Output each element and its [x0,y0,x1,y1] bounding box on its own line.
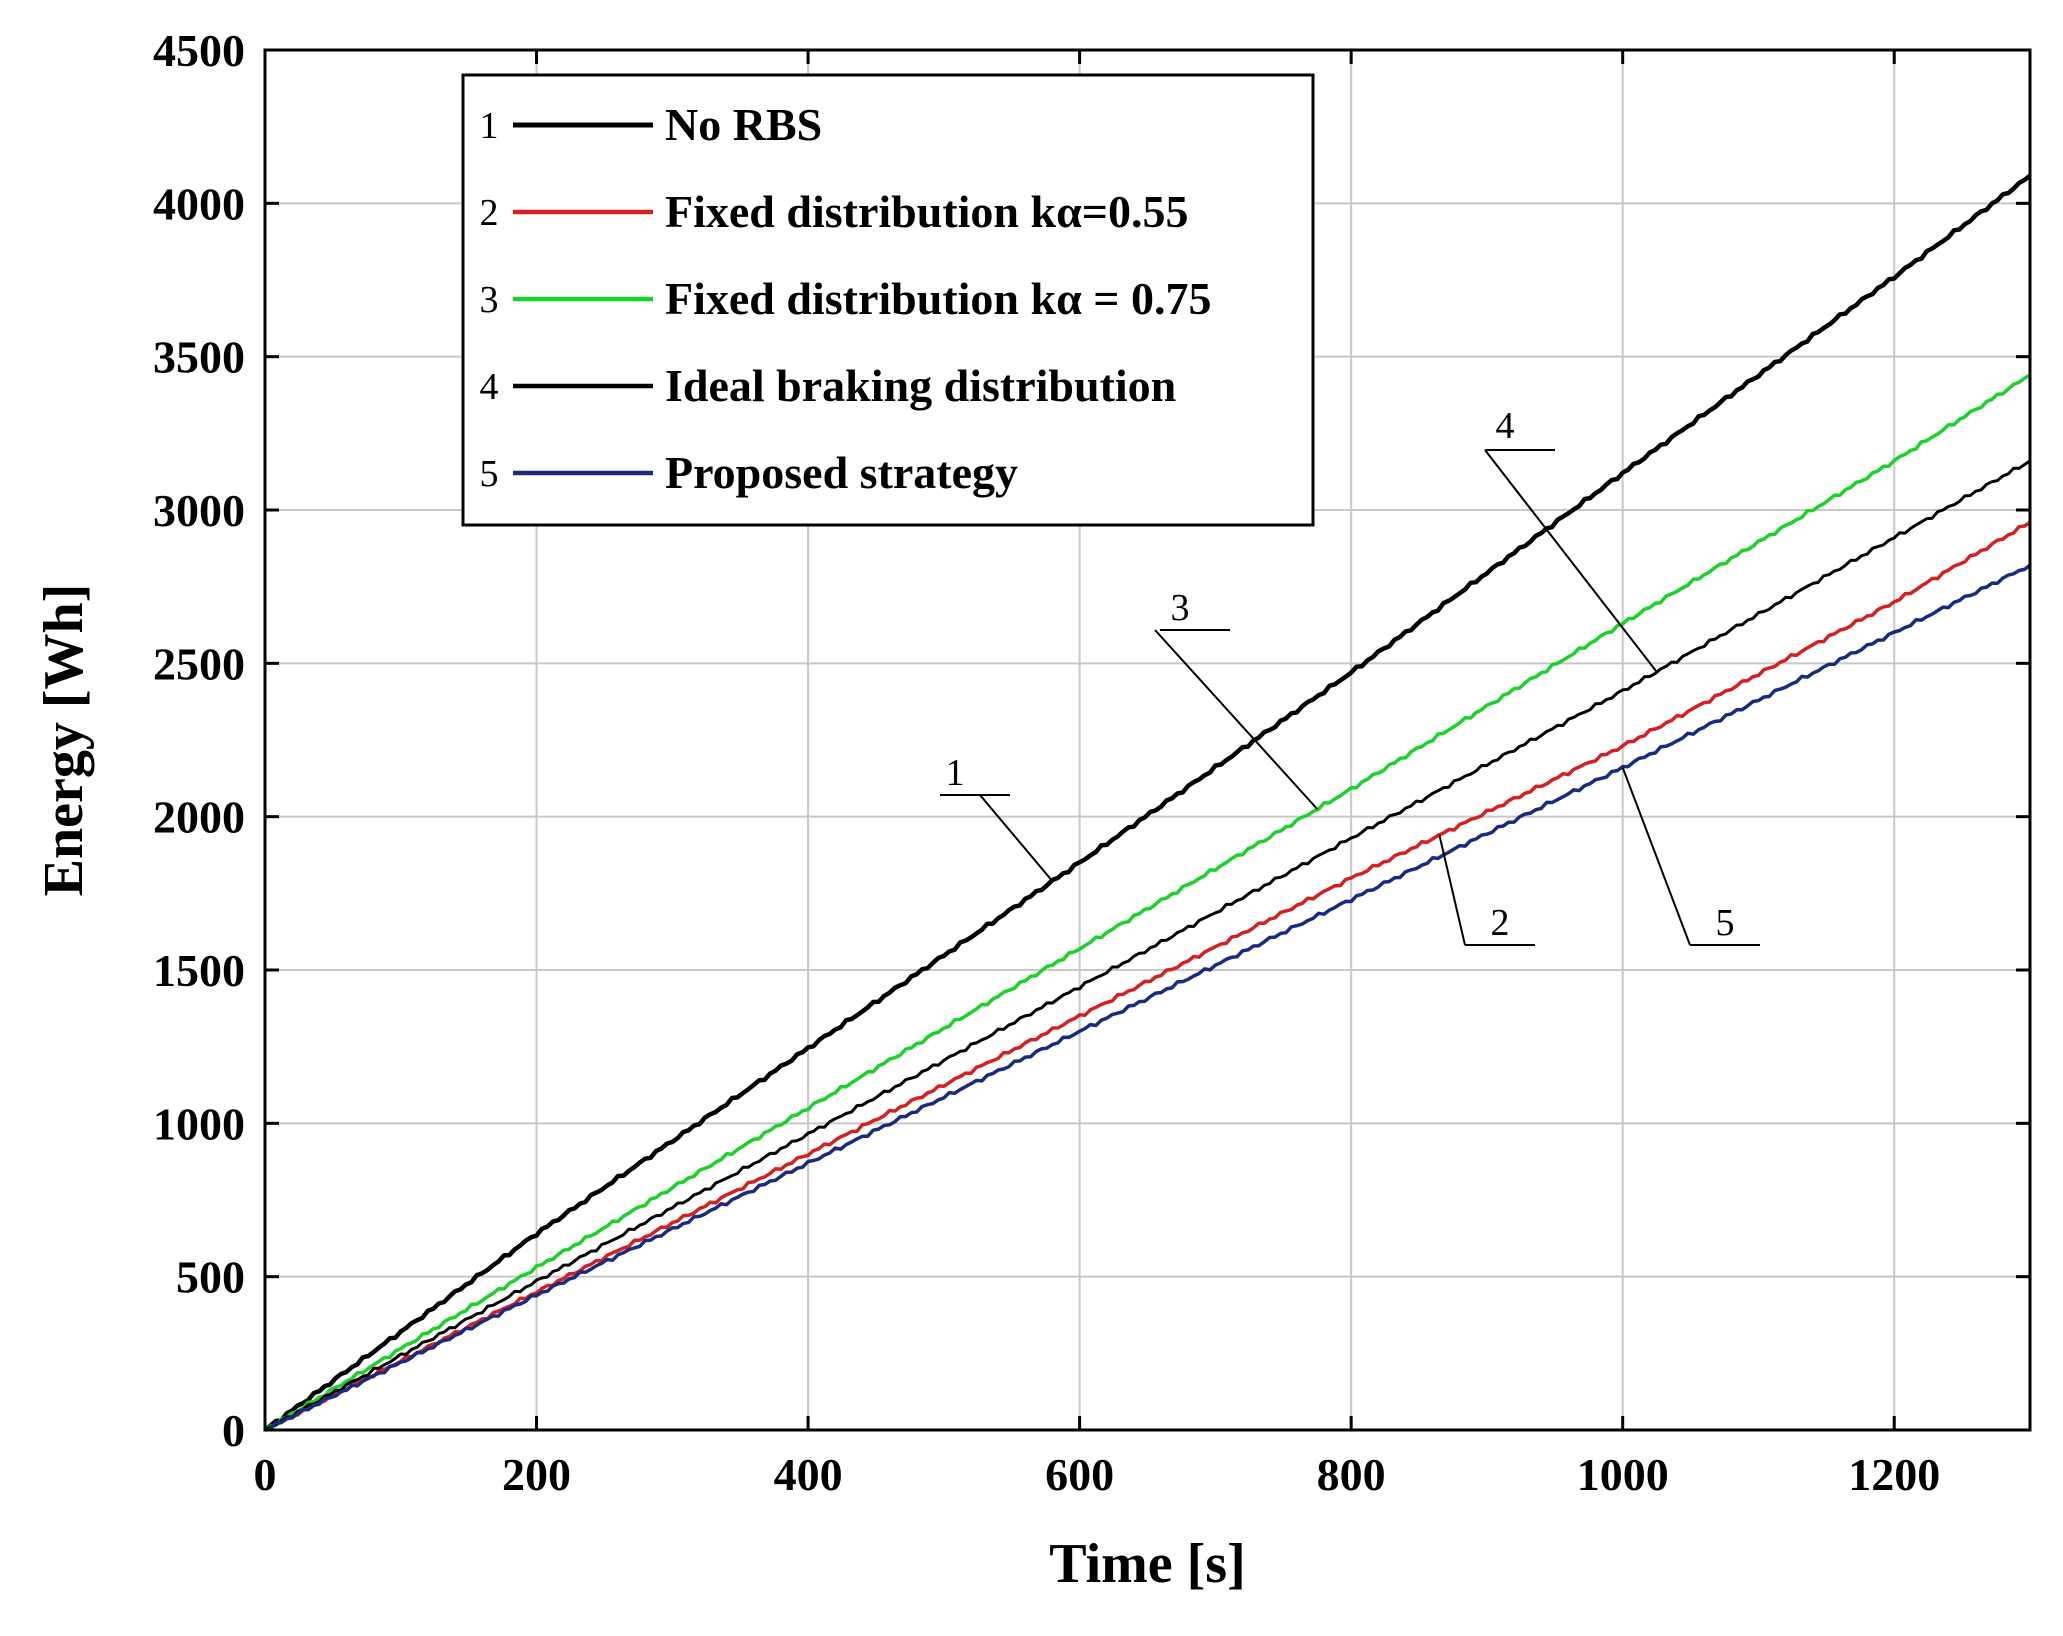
x-tick-label: 400 [774,1449,843,1500]
annotation-leader-3 [1154,629,1318,810]
y-axis-title: Energy [Wh] [33,584,95,897]
annotation-label-1: 1 [946,752,965,794]
series-line-4 [264,459,2031,1432]
y-tick-label: 0 [222,1405,245,1456]
x-axis-title: Time [s] [1049,1533,1246,1595]
legend-number-1: 1 [480,105,499,147]
x-tick-label: 800 [1317,1449,1386,1500]
annotation-leader-2 [1438,834,1466,946]
legend-number-3: 3 [480,279,499,321]
y-tick-label: 3000 [153,485,245,536]
y-tick-label: 2500 [153,638,245,689]
annotation-leader-1 [979,794,1054,882]
axis-ticks: 0 200 400 600 800 1000 1200 0 500 1000 1500 2000 250… [153,25,2030,1500]
x-tick-label: 200 [502,1449,571,1500]
x-tick-label: 600 [1045,1449,1114,1500]
series-line-2 [264,520,2031,1432]
annotation-label-5: 5 [1716,902,1735,944]
legend: 1 No RBS 2 Fixed distribution kα=0.55 3 Fixed… [461,73,1315,527]
annotation-label-2: 2 [1491,902,1510,944]
series-line-3 [263,373,2031,1432]
series-lines [263,173,2032,1432]
x-tick-label: 1200 [1848,1449,1940,1500]
legend-number-2: 2 [480,192,499,234]
y-tick-label: 1000 [153,1098,245,1149]
legend-label-3: Fixed distribution kα = 0.75 [665,273,1211,324]
y-tick-label: 4500 [153,25,245,76]
legend-number-5: 5 [480,453,499,495]
y-tick-label: 2000 [153,792,245,843]
annotation-leader-4 [1484,449,1658,673]
y-tick-label: 3500 [153,332,245,383]
series-line-5 [264,563,2032,1432]
annotation-leader-5 [1621,767,1691,946]
y-tick-label: 500 [176,1252,245,1303]
legend-label-1: No RBS [665,99,822,150]
curve-annotations: 1 3 4 2 5 [940,405,1760,946]
legend-label-5: Proposed strategy [665,447,1018,498]
legend-label-4: Ideal braking distribution [665,360,1176,411]
plot-frame [263,48,2032,1432]
annotation-label-3: 3 [1171,587,1190,629]
annotation-label-4: 4 [1496,405,1515,447]
legend-label-2: Fixed distribution kα=0.55 [665,186,1188,237]
y-tick-label: 1500 [153,945,245,996]
x-tick-label: 0 [254,1449,277,1500]
y-tick-label: 4000 [153,178,245,229]
legend-number-4: 4 [480,366,499,408]
series-line-1 [263,173,2032,1432]
x-tick-label: 1000 [1577,1449,1669,1500]
